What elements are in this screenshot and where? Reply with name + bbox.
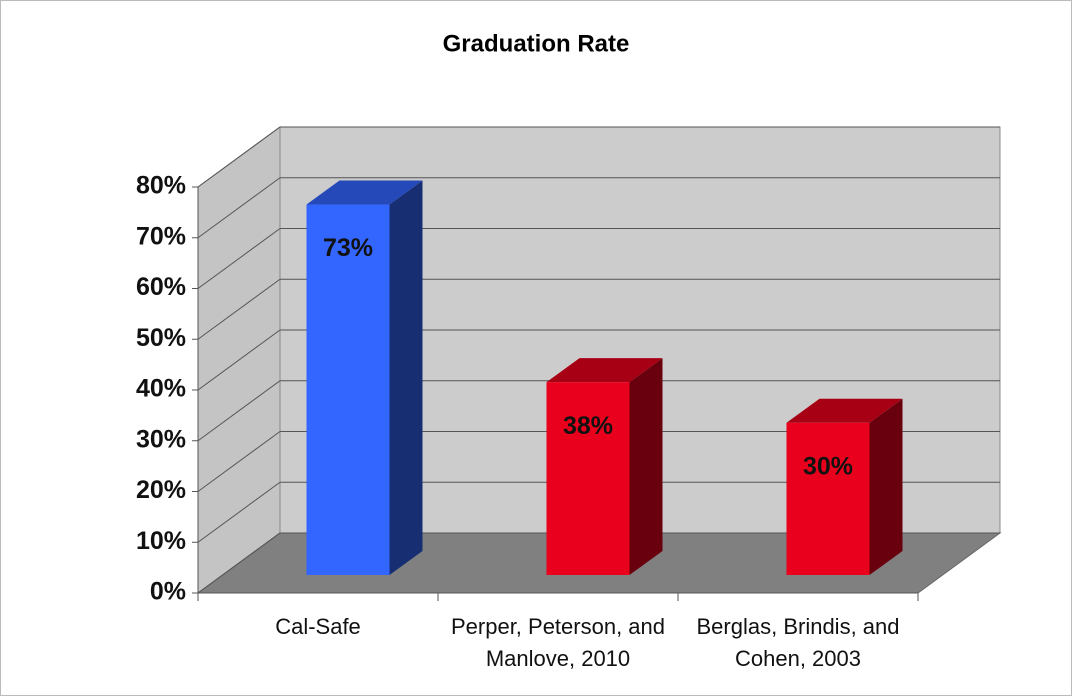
bar-top: [786, 398, 903, 423]
y-tick-label: 70%: [136, 222, 186, 250]
grid-line: [197, 329, 281, 391]
y-tick-label: 10%: [136, 527, 186, 555]
grid-line: [197, 431, 281, 492]
grid-line: [197, 532, 281, 594]
y-tick-label: 20%: [136, 476, 186, 504]
grid-line: [197, 228, 281, 289]
grid-line: [197, 278, 281, 340]
grid-line: [197, 126, 281, 188]
grid-line: [197, 177, 281, 239]
y-tick-label: 60%: [136, 273, 186, 301]
chart-title: Graduation Rate: [443, 30, 630, 57]
bar-front: [306, 204, 390, 575]
bar: [786, 398, 903, 575]
y-tick-label: 80%: [136, 172, 186, 200]
grid-line: [197, 380, 281, 442]
bar-top: [546, 358, 663, 383]
bar-front: [546, 382, 630, 575]
value-label: 30%: [803, 452, 853, 480]
y-tick-label: 30%: [136, 425, 186, 453]
x-tick-label: Perper, Peterson, and Manlove, 2010: [450, 614, 666, 671]
bar-top: [306, 180, 423, 205]
y-tick-label: 40%: [136, 375, 186, 403]
grid-line: [197, 481, 281, 543]
bar: [306, 180, 423, 575]
y-tick-label: 50%: [136, 324, 186, 352]
bar-side: [389, 180, 423, 575]
value-label: 73%: [323, 234, 373, 262]
bar-side: [869, 398, 903, 575]
x-tick-label: Berglas, Brindis, and Cohen, 2003: [696, 614, 900, 671]
bar: [546, 358, 663, 575]
x-tick-label: Cal-Safe: [275, 614, 361, 639]
bar-side: [629, 358, 663, 575]
y-tick-label: 0%: [150, 578, 186, 606]
bar-front: [786, 422, 870, 575]
value-label: 38%: [563, 412, 613, 440]
